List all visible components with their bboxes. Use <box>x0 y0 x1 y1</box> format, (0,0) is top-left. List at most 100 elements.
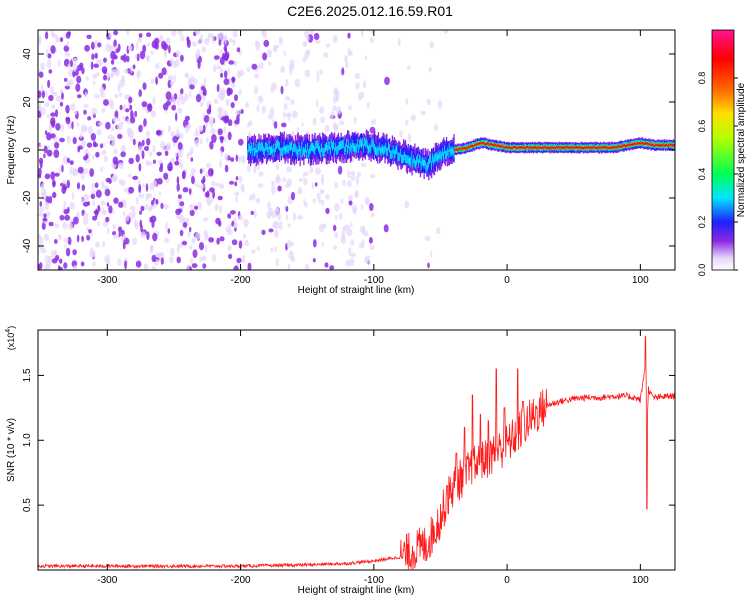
ridge-cell <box>386 138 388 155</box>
noise-cell <box>130 135 133 142</box>
noise-cell <box>290 255 295 262</box>
ridge-cell <box>357 138 359 147</box>
ridge-cell <box>571 147 574 150</box>
noise-cell <box>314 182 318 187</box>
noise-cell <box>45 31 49 40</box>
noise-cell <box>113 149 118 155</box>
noise-cell <box>195 232 201 240</box>
ridge-cell <box>508 146 510 149</box>
noise-cell <box>370 118 376 125</box>
ridge-cell <box>445 150 448 159</box>
noise-cell <box>111 68 115 78</box>
noise-cell <box>102 241 106 248</box>
ridge-cell <box>377 147 380 156</box>
ridge-cell <box>509 146 511 149</box>
noise-cell <box>90 193 96 199</box>
ridge-cell <box>278 140 280 150</box>
ridge-cell <box>502 144 505 148</box>
ridge-cell <box>260 143 262 152</box>
ridge-cell <box>348 146 351 156</box>
ridge-cell <box>320 143 323 152</box>
ridge-cell <box>334 147 336 156</box>
noise-cell <box>126 127 133 135</box>
ridge-cell <box>335 137 338 154</box>
ridge-cell <box>403 151 406 161</box>
snr-plot-area <box>38 330 675 570</box>
ridge-cell <box>328 140 330 150</box>
ridge-cell <box>392 145 394 154</box>
ridge-cell <box>528 146 530 149</box>
ridge-cell <box>652 144 654 146</box>
ridge-cell <box>373 141 375 150</box>
noise-cell <box>340 198 344 204</box>
noise-cell <box>208 237 215 243</box>
noise-cell <box>202 95 206 102</box>
ridge-cell <box>667 144 670 147</box>
noise-cell <box>149 204 153 210</box>
ridge-cell <box>281 137 283 155</box>
ridge-cell <box>611 146 613 149</box>
noise-cell <box>59 166 62 175</box>
ridge-cell <box>374 143 376 153</box>
noise-cell <box>126 30 130 36</box>
spectrogram-x-axis: -300 -200 -100 0 100 <box>97 30 649 286</box>
noise-cell <box>54 141 60 149</box>
ridge-cell <box>322 147 325 157</box>
ridge-cell <box>314 146 316 155</box>
ridge-cell <box>258 142 260 151</box>
noise-cell <box>410 114 416 122</box>
ridge-cell <box>259 144 261 162</box>
ridge-cell <box>256 139 258 157</box>
ridge-cell <box>479 142 481 145</box>
noise-cell <box>94 94 100 99</box>
noise-cell <box>105 216 110 223</box>
noise-cell <box>73 216 79 225</box>
noise-cell <box>128 173 132 178</box>
ridge-cell <box>579 146 581 149</box>
noise-cell <box>188 90 192 98</box>
noise-cell <box>149 182 155 191</box>
ridge-cell <box>488 143 491 146</box>
noise-cell <box>202 91 206 96</box>
noise-cell <box>219 49 223 54</box>
noise-cell <box>275 258 279 267</box>
ridge-cell <box>265 141 268 150</box>
noise-cell <box>258 171 264 177</box>
noise-cell <box>122 116 126 121</box>
noise-cell <box>296 126 300 134</box>
noise-cell <box>324 124 330 133</box>
ridge-cell <box>465 147 467 150</box>
noise-cell <box>39 205 44 213</box>
noise-cell <box>66 40 70 48</box>
noise-cell <box>355 82 360 90</box>
noise-cell <box>177 30 183 36</box>
noise-cell <box>92 261 96 267</box>
ridge-cell <box>531 146 533 149</box>
noise-cell <box>211 134 217 143</box>
ridge-cell <box>346 138 348 163</box>
noise-cell <box>70 103 76 111</box>
ridge-cell <box>314 132 316 157</box>
ridge-cell <box>475 143 478 146</box>
ridge-cell <box>444 145 446 154</box>
ridge-cell <box>431 155 434 173</box>
noise-cell <box>97 205 100 210</box>
ridge-cell <box>339 141 341 159</box>
ridge-cell <box>472 144 474 147</box>
figure-title: C2E6.2025.012.16.59.R01 <box>287 3 453 19</box>
ridge-cell <box>461 146 464 149</box>
ridge-cell <box>469 146 471 148</box>
ridge-cell <box>600 147 603 150</box>
noise-cell <box>370 174 376 179</box>
noise-cell <box>256 245 260 252</box>
ridge-cell <box>269 146 271 155</box>
noise-cell <box>202 167 205 173</box>
ridge-cell <box>549 147 551 150</box>
ridge-cell <box>321 147 324 157</box>
noise-cell <box>107 227 110 235</box>
noise-cell <box>275 176 281 184</box>
noise-cell <box>219 56 225 65</box>
noise-cell <box>324 262 329 268</box>
noise-cell <box>161 67 167 75</box>
ridge-cell <box>474 144 477 147</box>
